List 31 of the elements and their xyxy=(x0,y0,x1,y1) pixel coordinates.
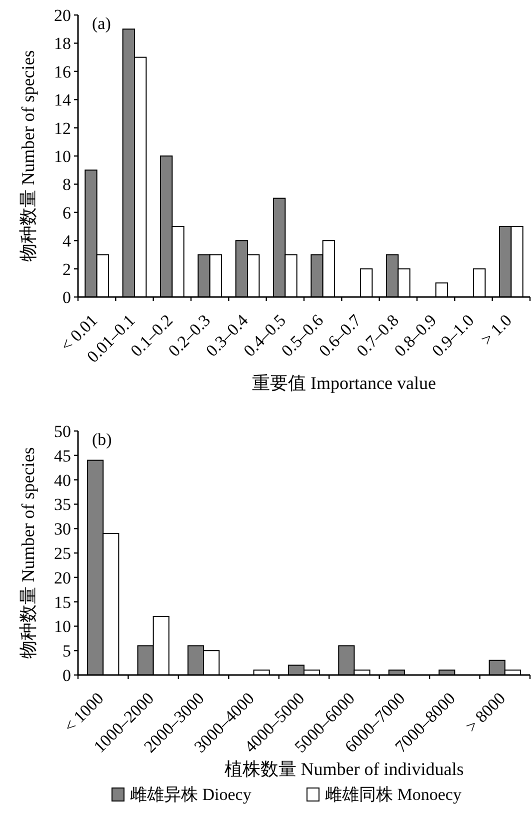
y-tick-label: 50 xyxy=(54,422,71,441)
y-tick-label: 45 xyxy=(54,446,71,466)
y-tick-label: 6 xyxy=(62,203,71,222)
y-tick-label: 12 xyxy=(54,118,71,138)
y-tick-label: 35 xyxy=(54,495,71,514)
y-tick-label: 40 xyxy=(54,470,71,490)
y-tick-label: 20 xyxy=(54,6,71,25)
y-tick-label: 4 xyxy=(62,232,72,251)
y-tick-label: 16 xyxy=(54,62,71,82)
y-tick-label: 14 xyxy=(54,90,72,110)
x-tick-label: > 1.0 xyxy=(477,310,516,350)
y-tick-label: 2 xyxy=(62,260,71,279)
y-axis-title: 物种数量 Number of species xyxy=(18,447,38,659)
y-tick-label: 10 xyxy=(54,146,71,166)
x-axis-title: 重要值 Importance value xyxy=(252,373,436,393)
y-tick-label: 20 xyxy=(54,568,71,588)
y-tick-label: 15 xyxy=(54,592,71,612)
y-tick-label: 25 xyxy=(54,544,71,563)
legend-label: 雌雄同株 Monoecy xyxy=(325,785,462,804)
legend-label: 雌雄异株 Dioecy xyxy=(130,785,252,804)
y-tick-label: 30 xyxy=(54,520,71,539)
y-tick-label: 8 xyxy=(62,175,71,194)
x-axis-title: 植株数量 Number of individuals xyxy=(224,759,464,779)
y-tick-label: 0 xyxy=(62,288,71,307)
y-tick-label: 10 xyxy=(54,617,71,636)
chart-title: (b) xyxy=(92,430,112,449)
y-tick-label: 5 xyxy=(62,642,71,661)
y-tick-label: 18 xyxy=(54,34,71,54)
y-axis-title: 物种数量 Number of species xyxy=(18,50,38,262)
y-tick-label: 0 xyxy=(62,666,71,685)
chart-title: (a) xyxy=(92,14,111,33)
